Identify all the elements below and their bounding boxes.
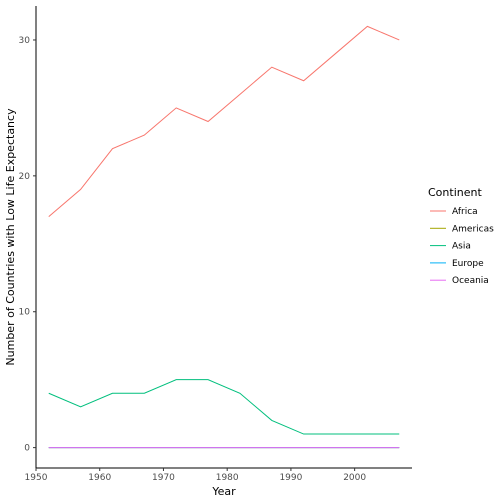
legend-items: Africa Americas Asia Europe Oceania: [430, 207, 494, 286]
x-tick-label: 1980: [216, 473, 239, 483]
y-tick-label: 0: [24, 444, 30, 454]
x-tick-label: 1950: [25, 473, 48, 483]
legend-label: Africa: [452, 207, 478, 217]
x-tick-label: 2000: [343, 473, 366, 483]
legend-label: Europe: [452, 259, 484, 269]
x-tick-label: 1990: [279, 473, 302, 483]
legend-item-europe: Europe: [430, 259, 484, 269]
legend-item-africa: Africa: [430, 207, 478, 217]
x-axis-title: Year: [211, 485, 236, 498]
x-tick-label: 1970: [152, 473, 175, 483]
legend-item-oceania: Oceania: [430, 276, 489, 286]
y-tick-label: 10: [19, 308, 31, 318]
series-layer: [49, 26, 400, 447]
legend-label: Asia: [452, 242, 471, 252]
x-axis-ticks: 1950 1960 1970 1980 1990 2000: [25, 468, 367, 483]
y-tick-label: 20: [19, 172, 31, 182]
legend-label: Americas: [452, 224, 494, 234]
series-line-asia: [49, 380, 400, 434]
y-axis-title: Number of Countries with Low Life Expect…: [4, 108, 17, 366]
legend-label: Oceania: [452, 276, 489, 286]
legend-item-asia: Asia: [430, 242, 471, 252]
x-tick-label: 1960: [88, 473, 111, 483]
y-axis-ticks: 0 10 20 30: [19, 36, 36, 454]
legend-item-americas: Americas: [430, 224, 494, 234]
y-tick-label: 30: [19, 36, 31, 46]
series-line-africa: [49, 26, 400, 216]
legend-title: Continent: [428, 186, 482, 199]
legend: Continent Africa Americas Asia Europe Oceani…: [428, 186, 494, 286]
